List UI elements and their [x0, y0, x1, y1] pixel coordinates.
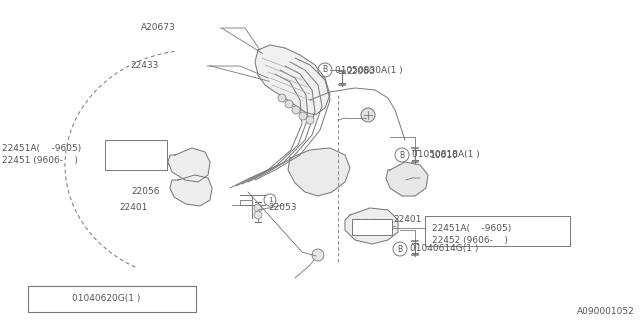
Text: 1: 1: [40, 294, 45, 303]
Circle shape: [371, 229, 377, 235]
Text: 22053: 22053: [268, 204, 296, 212]
Text: 22451A(    -9605): 22451A( -9605): [432, 223, 511, 233]
Polygon shape: [345, 208, 398, 244]
Bar: [105, 140, 167, 170]
Circle shape: [355, 219, 361, 225]
Text: 22401: 22401: [394, 214, 422, 223]
Circle shape: [312, 249, 324, 261]
Circle shape: [363, 219, 369, 225]
Bar: [28, 286, 196, 312]
Text: 1: 1: [268, 197, 272, 203]
Circle shape: [363, 229, 369, 235]
Circle shape: [278, 94, 286, 102]
Text: B: B: [323, 66, 328, 75]
Text: 01050830A(1 ): 01050830A(1 ): [335, 66, 403, 75]
Text: A090001052: A090001052: [577, 308, 635, 316]
Text: 22451 (9606-    ): 22451 (9606- ): [2, 156, 78, 164]
Text: 22452 (9606-    ): 22452 (9606- ): [432, 236, 508, 244]
Text: B: B: [399, 150, 404, 159]
Circle shape: [285, 100, 293, 108]
Text: 22060: 22060: [346, 67, 374, 76]
Circle shape: [292, 106, 300, 114]
Text: A20673: A20673: [141, 22, 176, 31]
Polygon shape: [255, 45, 330, 115]
Text: 22451A(    -9605): 22451A( -9605): [2, 143, 81, 153]
Circle shape: [254, 211, 262, 219]
Circle shape: [371, 219, 377, 225]
Polygon shape: [168, 148, 210, 182]
Text: 01040614G(1 ): 01040614G(1 ): [410, 244, 478, 253]
Text: 22401: 22401: [120, 203, 148, 212]
Text: 10010: 10010: [430, 150, 459, 159]
Circle shape: [299, 112, 307, 120]
Circle shape: [254, 204, 262, 212]
Text: B: B: [397, 244, 403, 253]
Bar: [425, 216, 570, 246]
Text: 22433: 22433: [130, 61, 158, 70]
Circle shape: [306, 116, 314, 124]
Polygon shape: [288, 148, 350, 196]
Polygon shape: [170, 175, 212, 206]
Text: 01050818A(1 ): 01050818A(1 ): [412, 150, 480, 159]
Bar: [352, 219, 392, 235]
Circle shape: [355, 229, 361, 235]
Polygon shape: [386, 162, 428, 196]
Text: 22056: 22056: [131, 188, 160, 196]
Text: 01040620G(1 ): 01040620G(1 ): [72, 294, 140, 303]
Circle shape: [361, 108, 375, 122]
Text: B: B: [57, 294, 63, 303]
